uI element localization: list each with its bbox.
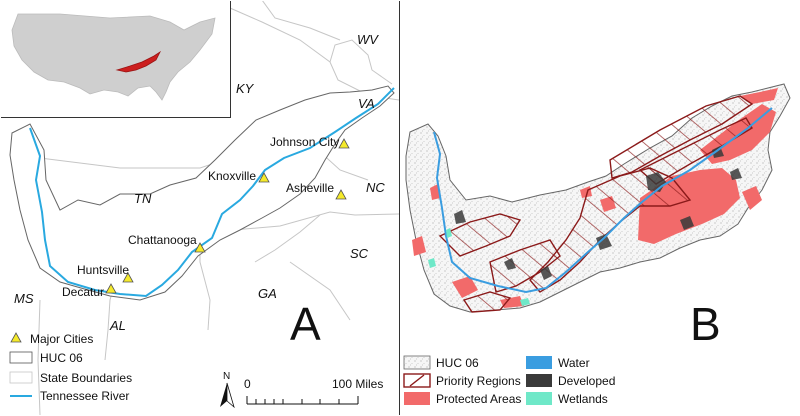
city-marker-knoxville: [258, 172, 270, 183]
legend-protected-swatch: [404, 392, 430, 405]
wetlands: [428, 228, 530, 306]
city-label-decatur: Decatur: [62, 285, 104, 299]
legend-b-huc06-swatch: [403, 355, 431, 370]
state-label-va: VA: [358, 96, 375, 111]
city-marker-decatur: [105, 283, 117, 294]
city-label-asheville: Asheville: [286, 181, 334, 195]
city-label-chattanooga: Chattanooga: [128, 233, 197, 247]
north-arrow-icon: N: [220, 371, 235, 409]
panel-b-map: B HUC 06 Priority Regions Protected Area…: [401, 1, 799, 415]
huc06-boundary: [9, 85, 395, 301]
legend-wetlands-label: Wetlands: [558, 392, 608, 406]
city-label-johnson-city: Johnson City: [270, 135, 339, 149]
water-features: [433, 107, 773, 294]
legend-wetlands-swatch: [526, 392, 552, 405]
north-arrow-label: N: [223, 371, 230, 382]
panel-label-a: A: [290, 298, 321, 350]
state-label-tn: TN: [134, 191, 152, 206]
scale-bar: 0 100 Miles: [244, 377, 383, 405]
state-label-nc: NC: [366, 180, 385, 195]
scale-end-label: 100 Miles: [332, 377, 383, 391]
city-marker-huntsville: [122, 272, 134, 283]
city-marker-johnson-city: [338, 138, 350, 149]
legend-major-cities-label: Major Cities: [30, 332, 93, 346]
legend-river-label: Tennessee River: [40, 389, 129, 403]
scale-start-label: 0: [244, 377, 251, 391]
legend-b: HUC 06 Priority Regions Protected Areas …: [403, 355, 615, 406]
state-label-wv: WV: [357, 32, 379, 47]
state-label-ky: KY: [236, 81, 255, 96]
city-marker-asheville: [335, 189, 347, 200]
legend-developed-swatch: [526, 374, 552, 387]
inset-us-outline: [11, 13, 216, 101]
state-label-al: AL: [109, 318, 126, 333]
developed-areas: [454, 146, 742, 280]
legend-city-icon: [10, 332, 22, 343]
panel-label-b: B: [690, 298, 721, 350]
legend-water-swatch: [526, 356, 552, 369]
legend-huc06-label: HUC 06: [40, 351, 83, 365]
legend-water-label: Water: [558, 356, 590, 370]
tennessee-river: [29, 87, 395, 298]
priority-regions: [438, 95, 754, 313]
panel-a-map: WV KY VA TN NC SC GA MS AL Johnson City …: [1, 1, 400, 415]
legend-state-boundaries-swatch: [9, 371, 33, 384]
inset-basin-highlight: [115, 50, 162, 73]
city-marker-chattanooga: [194, 242, 206, 253]
state-label-ga: GA: [258, 286, 277, 301]
legend-huc06-swatch: [9, 351, 33, 364]
state-label-ms: MS: [14, 291, 34, 306]
legend-priority-label: Priority Regions: [436, 374, 521, 388]
city-label-knoxville: Knoxville: [208, 169, 256, 183]
legend-b-huc06-label: HUC 06: [436, 356, 479, 370]
city-label-huntsville: Huntsville: [77, 263, 129, 277]
legend-protected-label: Protected Areas: [436, 392, 521, 406]
state-label-sc: SC: [350, 246, 369, 261]
legend-developed-label: Developed: [558, 374, 615, 388]
legend-a: Major Cities HUC 06 State Boundaries Ten…: [9, 332, 132, 403]
legend-state-boundaries-label: State Boundaries: [40, 371, 132, 385]
inset-map: [1, 1, 231, 118]
